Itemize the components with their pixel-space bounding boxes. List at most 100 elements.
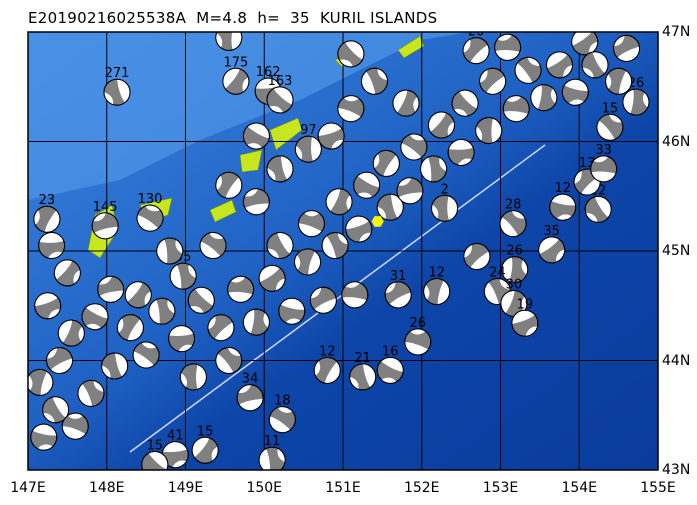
beachball[interactable]	[112, 309, 149, 346]
beachball[interactable]	[187, 432, 223, 468]
beachball[interactable]	[236, 384, 264, 412]
beachball[interactable]	[475, 64, 509, 98]
beachball[interactable]	[274, 293, 310, 329]
beachball[interactable]	[511, 54, 544, 87]
beachball[interactable]	[526, 80, 561, 115]
beachball[interactable]	[472, 114, 505, 147]
beachball[interactable]	[91, 212, 119, 240]
beachball[interactable]	[264, 230, 295, 261]
beachball[interactable]	[601, 63, 637, 99]
beachball[interactable]	[372, 352, 409, 389]
beachball[interactable]	[395, 176, 424, 205]
beachball[interactable]	[557, 74, 593, 110]
beachball[interactable]	[345, 215, 373, 243]
beachball[interactable]	[137, 447, 173, 483]
beachball[interactable]	[580, 49, 611, 80]
beachball[interactable]	[177, 361, 210, 394]
beachball[interactable]	[483, 277, 512, 306]
beachball[interactable]	[491, 31, 524, 64]
beachball[interactable]	[204, 310, 239, 345]
beachball[interactable]	[309, 352, 346, 389]
beachball[interactable]	[218, 63, 254, 99]
beachball[interactable]	[266, 155, 294, 183]
beachball[interactable]	[128, 337, 164, 373]
beachball[interactable]	[383, 280, 413, 310]
beachball[interactable]	[53, 315, 90, 352]
beachball[interactable]	[40, 394, 72, 426]
beachball[interactable]	[96, 275, 125, 304]
beachball[interactable]	[349, 363, 377, 391]
beachball[interactable]	[147, 296, 177, 326]
beachball[interactable]	[587, 152, 621, 186]
beachball[interactable]	[619, 85, 654, 120]
beachball[interactable]	[242, 187, 271, 216]
beachball[interactable]	[418, 154, 448, 184]
beachball[interactable]	[26, 419, 61, 454]
beachball[interactable]	[212, 21, 245, 54]
beachball[interactable]	[50, 255, 86, 291]
beachball[interactable]	[499, 92, 533, 126]
beachball[interactable]	[582, 193, 614, 225]
beachball[interactable]	[257, 445, 287, 475]
beachball[interactable]	[545, 190, 580, 225]
beachball[interactable]	[568, 25, 601, 58]
beachball[interactable]	[290, 244, 326, 280]
beachball[interactable]	[460, 239, 494, 273]
beachball[interactable]	[238, 118, 275, 155]
beachball[interactable]	[511, 309, 539, 337]
beachball[interactable]	[168, 262, 197, 291]
beachball[interactable]	[498, 252, 532, 286]
beachball[interactable]	[317, 122, 345, 150]
beachball[interactable]	[34, 292, 62, 320]
beachball[interactable]	[459, 33, 494, 68]
beachball[interactable]	[262, 82, 298, 118]
beachball[interactable]	[103, 78, 131, 106]
beachball[interactable]	[195, 227, 231, 263]
beachball[interactable]	[376, 193, 404, 221]
beachball[interactable]	[57, 408, 93, 444]
beachball[interactable]	[543, 49, 575, 81]
beachball[interactable]	[211, 167, 248, 204]
beachball[interactable]	[120, 277, 156, 313]
beachball[interactable]	[445, 137, 477, 169]
beachball[interactable]	[256, 262, 288, 294]
beachball[interactable]	[77, 379, 106, 408]
beachball[interactable]	[77, 298, 114, 335]
beachball[interactable]	[361, 67, 389, 95]
beachball[interactable]	[264, 401, 300, 437]
beachball[interactable]	[496, 207, 530, 241]
beachball[interactable]	[419, 274, 455, 310]
beachball[interactable]	[338, 278, 372, 312]
beachball[interactable]	[132, 200, 169, 237]
beachball[interactable]	[428, 192, 460, 224]
beachball[interactable]	[44, 345, 74, 375]
beachball[interactable]	[154, 236, 185, 267]
beachball[interactable]	[293, 205, 329, 241]
beachball[interactable]	[593, 110, 627, 144]
beachball[interactable]	[388, 85, 425, 122]
beachball[interactable]	[239, 305, 274, 340]
beachball[interactable]	[368, 145, 405, 182]
beachball[interactable]	[160, 439, 191, 470]
beachball[interactable]	[400, 324, 436, 360]
beachball[interactable]	[447, 86, 482, 121]
beachball[interactable]	[36, 229, 68, 261]
beachball[interactable]	[101, 352, 129, 380]
beachball[interactable]	[333, 36, 368, 71]
beachball[interactable]	[184, 283, 219, 318]
beachball[interactable]	[292, 133, 324, 165]
beachball[interactable]	[29, 201, 66, 238]
beachball[interactable]	[224, 272, 258, 306]
beachball[interactable]	[535, 233, 568, 266]
beachball[interactable]	[321, 231, 349, 260]
beachball[interactable]	[396, 129, 432, 165]
beachball[interactable]	[166, 323, 198, 355]
beachball[interactable]	[321, 183, 358, 220]
beachball[interactable]	[612, 34, 641, 63]
beachball[interactable]	[212, 344, 246, 378]
beachball[interactable]	[348, 167, 385, 204]
beachball[interactable]	[424, 107, 460, 143]
beachball[interactable]	[308, 285, 338, 315]
beachball[interactable]	[333, 90, 370, 127]
beachball[interactable]	[496, 285, 533, 322]
